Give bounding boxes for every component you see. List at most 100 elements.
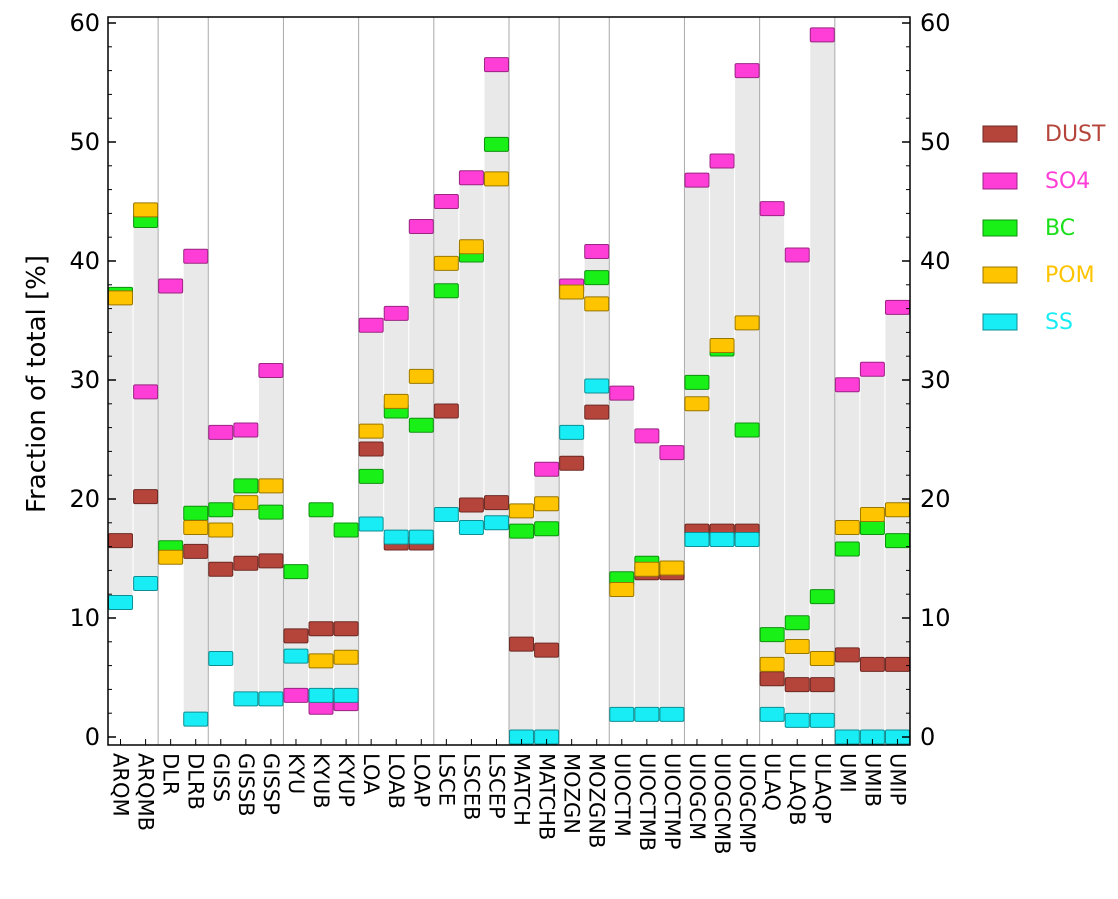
x-tick-label: MATCHB <box>535 753 559 840</box>
marker-pom <box>233 495 259 511</box>
marker-pom <box>609 581 635 597</box>
marker-pom <box>183 520 209 536</box>
marker-pom <box>634 561 660 577</box>
marker-ss <box>784 712 810 728</box>
x-tick-label: GISSP <box>259 753 283 815</box>
marker-ss <box>734 531 760 547</box>
x-tick-label: KYUP <box>334 753 358 807</box>
marker-bc <box>208 502 234 518</box>
marker-so4 <box>258 362 284 378</box>
marker-bc <box>233 478 259 494</box>
marker-so4 <box>859 361 885 377</box>
legend: DUST SO4 BC POM SS <box>982 122 1106 335</box>
marker-pom <box>659 560 685 576</box>
y-tick-label-left: 40 <box>69 247 100 275</box>
legend-label-pom: POM <box>1045 263 1095 288</box>
marker-pom <box>534 496 560 512</box>
marker-so4 <box>884 299 910 315</box>
x-tick-label: UIOCTMB <box>635 753 659 851</box>
marker-pom <box>509 503 535 519</box>
marker-pom <box>834 520 860 536</box>
y-axis-left: 0 10 20 30 40 50 60 <box>69 9 116 751</box>
range-band <box>484 64 509 523</box>
legend-swatch-bc <box>982 219 1018 237</box>
marker-ss <box>809 712 835 728</box>
marker-dust <box>433 403 459 419</box>
x-tick-label: MATCH <box>510 753 534 826</box>
marker-ss <box>709 531 735 547</box>
marker-so4 <box>534 461 560 477</box>
marker-dust <box>108 533 134 549</box>
legend-label-ss: SS <box>1045 310 1073 335</box>
marker-dust <box>834 647 860 663</box>
range-band <box>434 201 459 515</box>
legend-label-so4: SO4 <box>1045 169 1090 194</box>
plot-frame <box>107 16 911 746</box>
marker-pom <box>859 506 885 522</box>
marker-pom <box>108 290 134 306</box>
y-tick-label-left: 0 <box>85 723 100 751</box>
y-tick-label-left: 60 <box>69 9 100 37</box>
marker-ss <box>609 706 635 722</box>
marker-so4 <box>483 57 509 73</box>
legend-swatch-pom <box>982 266 1018 284</box>
x-tick-label: LOAB <box>384 753 408 809</box>
marker-so4 <box>383 305 409 321</box>
marker-so4 <box>233 422 259 438</box>
y-tick-label-right: 20 <box>920 485 951 513</box>
range-band <box>835 384 860 737</box>
range-band <box>334 529 359 704</box>
x-tick-label: UMIP <box>885 753 909 805</box>
range-band <box>258 370 283 699</box>
marker-ss <box>659 706 685 722</box>
x-tick-label: UMI <box>835 753 859 793</box>
y-axis-right: 0 10 20 30 40 50 60 <box>902 9 951 751</box>
x-tick-label: ULAQP <box>810 753 834 824</box>
marker-pom <box>158 549 184 565</box>
marker-dust <box>233 555 259 571</box>
marker-dust <box>559 455 585 471</box>
marker-so4 <box>458 170 484 186</box>
marker-ss <box>108 595 134 611</box>
marker-pom <box>784 639 810 655</box>
x-tick-label: ULAQB <box>785 753 809 826</box>
y-tick-label-right: 30 <box>920 366 951 394</box>
marker-so4 <box>208 424 234 440</box>
range-band <box>208 432 233 659</box>
marker-pom <box>308 653 334 669</box>
marker-dust <box>208 561 234 577</box>
y-tick-label-left: 10 <box>69 604 100 632</box>
legend-swatch-dust <box>982 125 1018 143</box>
marker-bc <box>308 502 334 518</box>
marker-bc <box>784 615 810 631</box>
marker-so4 <box>659 445 685 461</box>
range-band <box>860 369 885 737</box>
marker-dust <box>759 671 785 687</box>
marker-ss <box>333 687 359 703</box>
marker-so4 <box>759 201 785 217</box>
marker-ss <box>559 424 585 440</box>
marker-dust <box>509 636 535 652</box>
marker-dust <box>458 497 484 513</box>
marker-ss <box>308 687 334 703</box>
marker-ss <box>584 378 610 394</box>
marker-pom <box>333 649 359 665</box>
x-tick-label: UIOCTM <box>610 753 634 837</box>
marker-dust <box>258 553 284 569</box>
marker-dust <box>534 642 560 658</box>
marker-bc <box>408 417 434 433</box>
marker-bc <box>358 468 384 484</box>
marker-so4 <box>158 278 184 294</box>
marker-pom <box>809 650 835 666</box>
range-band <box>384 313 409 544</box>
marker-bc <box>759 627 785 643</box>
marker-dust <box>183 543 209 559</box>
x-tick-label: LSCEP <box>484 753 508 819</box>
y-tick-label-left: 20 <box>69 485 100 513</box>
marker-bc <box>859 520 885 536</box>
y-tick-label-right: 10 <box>920 604 951 632</box>
marker-ss <box>383 529 409 545</box>
marker-so4 <box>408 218 434 234</box>
marker-so4 <box>734 63 760 79</box>
marker-so4 <box>609 385 635 401</box>
